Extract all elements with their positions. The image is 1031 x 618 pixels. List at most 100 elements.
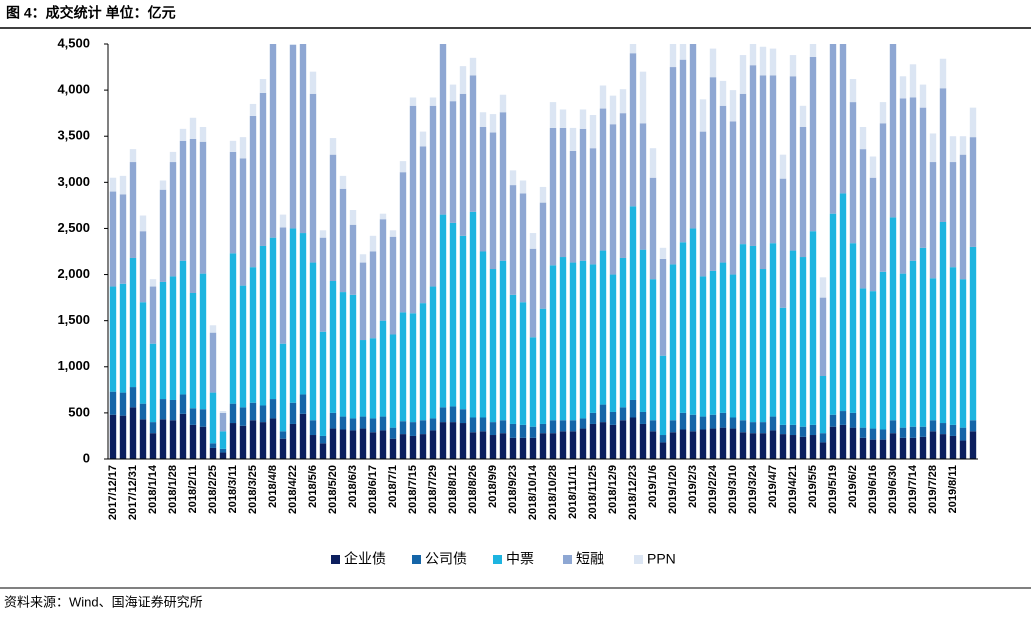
bar-segment (599, 85, 607, 109)
legend-label: 企业债 (344, 551, 386, 567)
bar-segment (129, 387, 137, 408)
bar-segment (349, 224, 357, 295)
bar-segment (319, 230, 327, 238)
y-tick-label: 2,000 (57, 266, 90, 281)
bar-segment (599, 250, 607, 405)
bar-segment (269, 237, 277, 400)
bar-segment (159, 281, 167, 400)
bar-segment (389, 427, 397, 439)
bar-segment (439, 422, 447, 459)
x-tick-label: 2018/9/23 (507, 465, 519, 514)
bar-segment (559, 109, 567, 128)
bar-segment (119, 194, 127, 284)
bar-segment (769, 75, 777, 244)
x-tick-label: 2018/2/25 (207, 465, 219, 514)
bar-segment (379, 430, 387, 459)
bar-segment (349, 430, 357, 459)
bar-segment (299, 44, 307, 234)
bar-segment (229, 140, 237, 152)
bar-segment (179, 140, 187, 261)
bar-segment (869, 439, 877, 459)
bar-segment (419, 131, 427, 147)
bar-segment (279, 431, 287, 439)
bar-segment (269, 399, 277, 419)
bar-segment (759, 433, 767, 459)
bar-segment (129, 407, 137, 459)
bar-segment (499, 112, 507, 261)
bar-segment (209, 392, 217, 444)
bar-segment (799, 105, 807, 127)
bar-segment (149, 422, 157, 434)
bar-segment (179, 413, 187, 459)
bar-segment (559, 431, 567, 459)
bar-segment (469, 75, 477, 212)
bar-segment (709, 270, 717, 415)
bar-segment (569, 127, 577, 151)
bar-segment (289, 44, 297, 229)
bar-segment (579, 428, 587, 459)
x-tick-label: 2018/10/14 (527, 464, 539, 520)
y-tick-label: 0 (83, 450, 90, 465)
bar-segment (529, 337, 537, 427)
bar-segment (939, 423, 947, 435)
bar-segment (899, 427, 907, 438)
bar-segment (429, 286, 437, 419)
bar-segment (249, 420, 257, 459)
bar-segment (779, 307, 787, 425)
x-tick-label: 2019/3/24 (747, 464, 759, 514)
bar-segment (649, 420, 657, 432)
bar-segment (659, 247, 667, 259)
bar-segment (909, 97, 917, 261)
bar-segment (809, 231, 817, 425)
bar-segment (879, 123, 887, 272)
legend-label: 公司债 (425, 551, 467, 567)
bar-segment (919, 247, 927, 427)
y-tick-label: 3,000 (57, 174, 90, 189)
bar-segment (609, 95, 617, 125)
bar-segment (119, 415, 127, 459)
bar-segment (739, 93, 747, 245)
bar-segment (609, 424, 617, 459)
bar-segment (539, 202, 547, 309)
bar-segment (619, 257, 627, 408)
bar-segment (929, 162, 937, 279)
x-tick-label: 2018/12/23 (627, 465, 639, 520)
bar-segment (899, 76, 907, 99)
bar-segment (489, 422, 497, 436)
bar-segment (189, 293, 197, 409)
bar-segment (919, 107, 927, 248)
bar-segment (329, 428, 337, 459)
bar-segment (149, 279, 157, 287)
bar-segment (159, 180, 167, 190)
bar-segment (489, 114, 497, 133)
bar-segment (829, 414, 837, 427)
x-tick-label: 2019/7/14 (907, 464, 919, 514)
bar-segment (179, 260, 187, 395)
bar-segment (439, 214, 447, 408)
y-tick-label: 2,500 (57, 220, 90, 235)
bar-segment (699, 99, 707, 132)
bar-segment (509, 170, 517, 186)
bar-segment (659, 442, 667, 459)
bar-segment (829, 213, 837, 415)
bar-segment (579, 109, 587, 129)
bar-segment (519, 180, 527, 194)
bar-segment (639, 411, 647, 424)
bar-segment (479, 251, 487, 418)
bar-segment (579, 418, 587, 429)
x-tick-label: 2019/2/3 (687, 465, 699, 508)
bar-segment (709, 48, 717, 78)
bar-segment (169, 151, 177, 163)
bar-segment (699, 416, 707, 430)
bar-segment (649, 148, 657, 178)
bar-segment (949, 424, 957, 436)
bar-segment (419, 420, 427, 435)
bar-segment (379, 416, 387, 431)
bar-segment (919, 426, 927, 437)
bar-segment (559, 420, 567, 432)
bar-segment (969, 431, 977, 459)
bar-segment (729, 121, 737, 275)
bar-segment (469, 57, 477, 76)
bar-segment (349, 418, 357, 431)
